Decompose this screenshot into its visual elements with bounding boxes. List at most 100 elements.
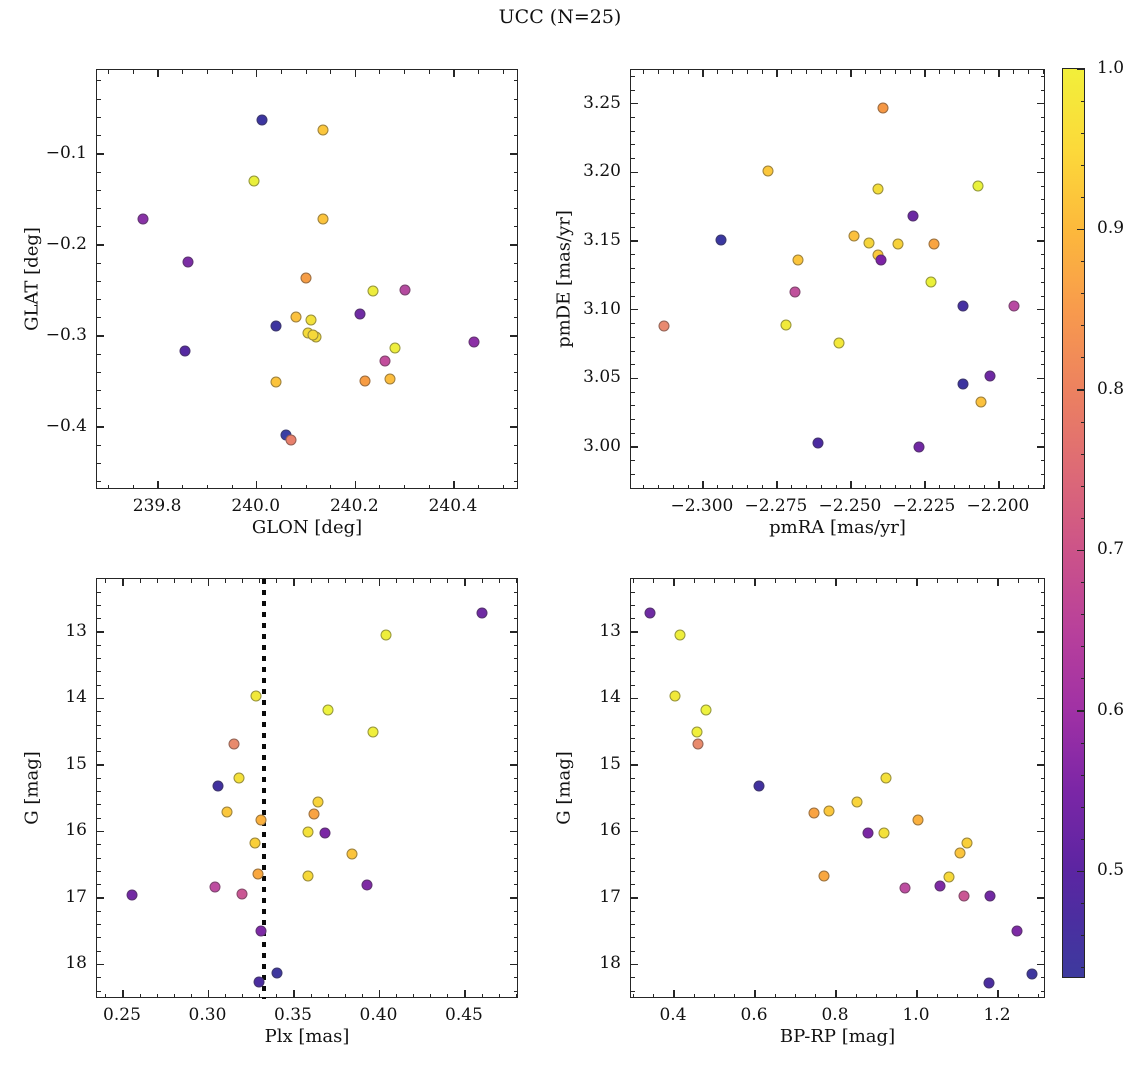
tick-mark [97, 317, 101, 319]
x-tick-label: −2.300 [670, 496, 734, 516]
tick-mark [330, 484, 332, 488]
scatter-point [255, 814, 267, 826]
colorbar-minor-tick [1080, 582, 1084, 584]
tick-mark [97, 751, 101, 753]
x-tick-label: −2.250 [818, 496, 882, 516]
tick-mark [631, 644, 635, 646]
tick-mark [936, 993, 938, 997]
tick-mark [939, 484, 941, 488]
x-tick-label: 1.2 [983, 1005, 1011, 1025]
tick-mark [631, 950, 635, 952]
tick-mark [97, 684, 101, 686]
tick-mark [633, 579, 634, 583]
tick-mark [631, 295, 635, 297]
x-tick-label: 0.30 [188, 1005, 227, 1025]
tick-mark [97, 335, 104, 337]
tick-mark [1040, 857, 1044, 859]
scatter-point [907, 210, 919, 222]
tick-mark [1040, 391, 1044, 393]
x-axis-label: GLON [deg] [251, 517, 363, 538]
tick-mark [453, 481, 455, 488]
scatter-point [972, 180, 984, 192]
scatter-point [913, 441, 925, 453]
tick-mark [206, 484, 208, 488]
scatter-point [823, 805, 835, 817]
tick-mark [513, 777, 517, 779]
colorbar-tick-label: 1.0 [1097, 58, 1125, 78]
tick-mark [896, 579, 898, 583]
scatter-point [792, 254, 804, 266]
colorbar-minor-tick [1080, 903, 1084, 905]
tick-mark [631, 432, 635, 434]
tick-mark [513, 711, 517, 713]
tick-mark [761, 70, 763, 74]
scatter-point [361, 879, 373, 891]
tick-mark [513, 870, 517, 872]
tick-mark [139, 993, 141, 997]
tick-mark [693, 993, 695, 997]
tick-mark [631, 884, 635, 886]
scatter-point [877, 102, 889, 114]
tick-mark [977, 579, 979, 583]
tick-mark [280, 484, 282, 488]
tick-mark [430, 579, 432, 583]
tick-mark [344, 993, 346, 997]
tick-mark [1037, 446, 1044, 448]
tick-mark [513, 317, 517, 319]
x-tick-label: 0.45 [445, 1005, 483, 1025]
tick-mark [1040, 474, 1044, 476]
tick-mark [1040, 884, 1044, 886]
tick-mark [835, 484, 837, 488]
colorbar-minor-tick [1080, 453, 1084, 455]
scatter-point [308, 808, 320, 820]
tick-mark [997, 990, 999, 997]
tick-mark [513, 857, 517, 859]
scatter-point [957, 378, 969, 390]
tick-mark [97, 870, 101, 872]
tick-mark [513, 791, 517, 793]
tick-mark [379, 70, 381, 74]
tick-mark [631, 777, 635, 779]
scatter-point [179, 345, 191, 357]
tick-mark [631, 618, 635, 620]
y-tick-label: 14 [599, 687, 621, 708]
tick-mark [776, 70, 778, 77]
tick-mark [1040, 791, 1044, 793]
tick-mark [97, 817, 101, 819]
tick-mark [631, 791, 635, 793]
tick-mark [515, 579, 517, 583]
tick-mark [510, 963, 517, 966]
tick-mark [631, 240, 638, 242]
scatter-point [346, 848, 358, 860]
tick-mark [954, 484, 956, 488]
tick-mark [672, 70, 674, 74]
tick-mark [513, 671, 517, 673]
scatter-point [182, 256, 194, 268]
tick-mark [97, 262, 101, 264]
tick-mark [97, 910, 101, 912]
tick-mark [631, 419, 635, 421]
tick-mark [97, 426, 104, 428]
tick-mark [631, 89, 635, 91]
scatter-point [253, 976, 265, 988]
tick-mark [513, 990, 517, 992]
tick-mark [464, 579, 466, 586]
tick-mark [97, 280, 101, 282]
tick-mark [957, 579, 958, 583]
scatter-point [399, 284, 411, 296]
tick-mark [97, 671, 101, 673]
tick-mark [498, 579, 500, 583]
scatter-point [248, 175, 260, 187]
tick-mark [734, 993, 736, 997]
tick-mark [97, 80, 101, 82]
tick-mark [513, 817, 517, 819]
tick-mark [97, 135, 101, 137]
tick-mark [173, 993, 175, 997]
tick-mark [1040, 419, 1044, 421]
tick-mark [815, 579, 817, 583]
tick-mark [1042, 484, 1044, 488]
tick-mark [1037, 631, 1044, 633]
tick-mark [850, 70, 852, 77]
tick-mark [1040, 130, 1044, 132]
scatter-point [468, 336, 480, 348]
